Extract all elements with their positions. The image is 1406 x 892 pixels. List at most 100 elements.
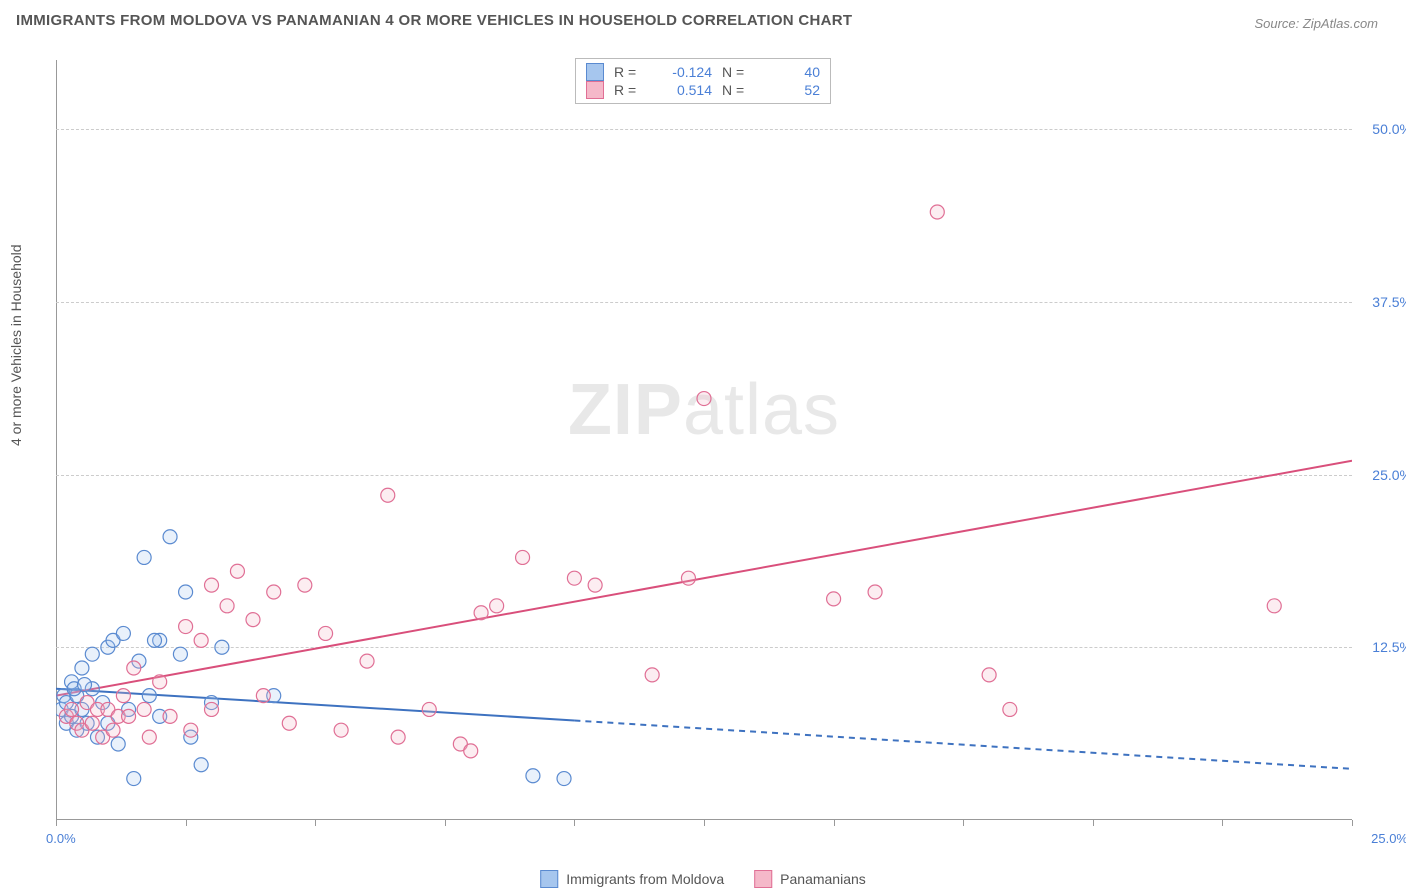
data-point: [391, 730, 405, 744]
data-point: [319, 626, 333, 640]
n-value: 40: [762, 64, 820, 80]
data-point: [194, 758, 208, 772]
data-point: [868, 585, 882, 599]
r-value: 0.514: [654, 82, 712, 98]
legend-swatch-icon: [540, 870, 558, 888]
data-point: [85, 647, 99, 661]
data-point: [516, 550, 530, 564]
data-point: [1267, 599, 1281, 613]
x-tick-mark: [445, 820, 446, 826]
data-point: [827, 592, 841, 606]
data-point: [127, 772, 141, 786]
y-tick-label: 25.0%: [1372, 467, 1406, 483]
n-label: N =: [722, 82, 752, 98]
legend-row-series-2: R = 0.514 N = 52: [586, 81, 820, 99]
data-point: [557, 772, 571, 786]
series-legend: Immigrants from Moldova Panamanians: [540, 870, 866, 888]
data-point: [147, 633, 161, 647]
x-axis-max-label: 25.0%: [1371, 831, 1406, 846]
r-value: -0.124: [654, 64, 712, 80]
data-point: [697, 392, 711, 406]
data-point: [106, 723, 120, 737]
legend-swatch-icon: [586, 63, 604, 81]
y-axis-label: 4 or more Vehicles in Household: [8, 244, 24, 446]
data-point: [588, 578, 602, 592]
data-point: [982, 668, 996, 682]
chart-title: IMMIGRANTS FROM MOLDOVA VS PANAMANIAN 4 …: [16, 12, 852, 29]
data-point: [220, 599, 234, 613]
y-tick-label: 37.5%: [1372, 294, 1406, 310]
data-point: [930, 205, 944, 219]
data-point: [184, 723, 198, 737]
data-point: [205, 702, 219, 716]
trend-line-dashed: [574, 721, 1352, 769]
x-tick-mark: [186, 820, 187, 826]
data-point: [75, 661, 89, 675]
data-point: [85, 716, 99, 730]
data-point: [256, 689, 270, 703]
source-attribution: Source: ZipAtlas.com: [1254, 16, 1378, 31]
legend-item-label: Immigrants from Moldova: [566, 871, 724, 887]
data-point: [179, 585, 193, 599]
data-point: [194, 633, 208, 647]
data-point: [78, 678, 92, 692]
data-point: [163, 530, 177, 544]
data-point: [65, 702, 79, 716]
data-point: [116, 626, 130, 640]
data-point: [153, 675, 167, 689]
x-tick-mark: [834, 820, 835, 826]
data-point: [179, 620, 193, 634]
data-point: [142, 689, 156, 703]
y-tick-label: 50.0%: [1372, 121, 1406, 137]
data-point: [267, 585, 281, 599]
n-label: N =: [722, 64, 752, 80]
x-tick-mark: [704, 820, 705, 826]
data-point: [116, 689, 130, 703]
data-point: [205, 578, 219, 592]
data-point: [567, 571, 581, 585]
data-point: [422, 702, 436, 716]
data-point: [334, 723, 348, 737]
data-point: [173, 647, 187, 661]
data-point: [111, 737, 125, 751]
data-point: [230, 564, 244, 578]
data-point: [681, 571, 695, 585]
x-tick-mark: [1222, 820, 1223, 826]
chart-svg-layer: [56, 60, 1352, 820]
legend-swatch-icon: [754, 870, 772, 888]
legend-item-series-1: Immigrants from Moldova: [540, 870, 724, 888]
x-tick-mark: [574, 820, 575, 826]
data-point: [215, 640, 229, 654]
data-point: [246, 613, 260, 627]
x-tick-mark: [1093, 820, 1094, 826]
data-point: [464, 744, 478, 758]
data-point: [163, 709, 177, 723]
data-point: [381, 488, 395, 502]
data-point: [474, 606, 488, 620]
data-point: [142, 730, 156, 744]
x-tick-mark: [1352, 820, 1353, 826]
data-point: [645, 668, 659, 682]
trend-line: [56, 461, 1352, 696]
y-tick-label: 12.5%: [1372, 639, 1406, 655]
data-point: [137, 702, 151, 716]
n-value: 52: [762, 82, 820, 98]
data-point: [298, 578, 312, 592]
data-point: [282, 716, 296, 730]
x-tick-mark: [315, 820, 316, 826]
x-axis-origin-label: 0.0%: [46, 831, 76, 846]
data-point: [127, 661, 141, 675]
r-label: R =: [614, 82, 644, 98]
data-point: [1003, 702, 1017, 716]
x-tick-mark: [963, 820, 964, 826]
data-point: [360, 654, 374, 668]
scatter-plot: ZIPatlas 0.0% 25.0% 12.5%25.0%37.5%50.0%: [56, 60, 1352, 820]
correlation-legend: R = -0.124 N = 40 R = 0.514 N = 52: [575, 58, 831, 104]
data-point: [526, 769, 540, 783]
x-tick-mark: [56, 820, 57, 826]
data-point: [490, 599, 504, 613]
legend-item-series-2: Panamanians: [754, 870, 866, 888]
r-label: R =: [614, 64, 644, 80]
legend-swatch-icon: [586, 81, 604, 99]
data-point: [137, 550, 151, 564]
